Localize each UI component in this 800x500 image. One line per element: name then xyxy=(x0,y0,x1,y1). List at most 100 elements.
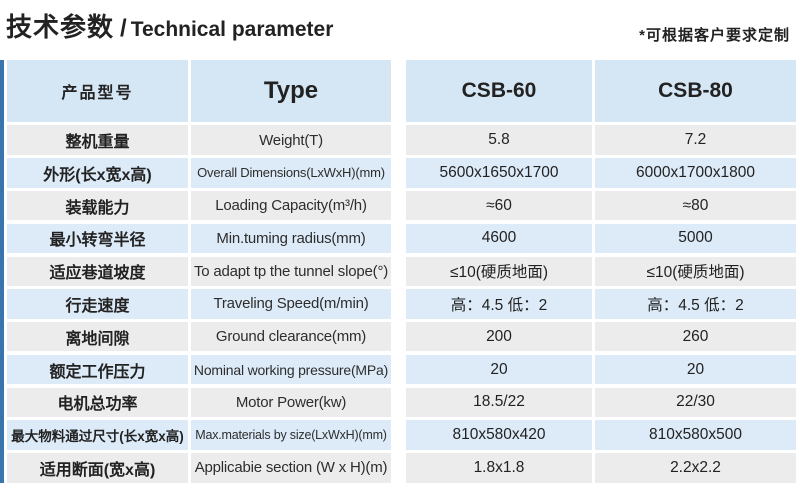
row-label-zh: 最小转弯半径 xyxy=(7,223,188,254)
header-csb60-text: CSB-60 xyxy=(461,79,537,102)
row-value-csb80-text: ≤10(硬质地面) xyxy=(646,264,745,282)
row-value-csb60-text: 4600 xyxy=(481,229,517,247)
row-label-zh-text: 适应巷道坡度 xyxy=(49,265,146,283)
row-label-zh: 最大物料通过尺寸(长x宽x高) xyxy=(7,420,188,450)
row-label-en: Ground clearance(mm) xyxy=(191,322,391,352)
column-gap xyxy=(394,322,403,351)
row-value-csb80: 高：4.5 低：2 xyxy=(595,289,796,319)
row-value-csb60-text: 高：4.5 低：2 xyxy=(450,296,548,314)
column-gap xyxy=(394,420,403,449)
row-value-csb60: 5600x1650x1700 xyxy=(406,158,592,188)
column-gap xyxy=(394,125,403,154)
row-value-csb60-text: 810x580x420 xyxy=(452,426,546,444)
column-gap xyxy=(394,60,403,122)
row-label-zh: 整机重量 xyxy=(7,125,188,155)
row-label-en: Applicabie section (W x H)(m) xyxy=(191,453,391,483)
row-value-csb60-text: ≈60 xyxy=(486,196,512,214)
header-csb60: CSB-60 xyxy=(406,60,592,122)
row-value-csb80: ≤10(硬质地面) xyxy=(595,256,796,286)
row-label-zh: 离地间隙 xyxy=(7,322,188,352)
row-label-zh: 行走速度 xyxy=(7,289,188,319)
column-gap xyxy=(394,453,403,482)
header-csb80-text: CSB-80 xyxy=(658,79,733,102)
row-value-csb60-text: 1.8x1.8 xyxy=(473,458,525,476)
row-label-zh-text: 装载能力 xyxy=(65,199,130,217)
row-label-en: Overall Dimensions(LxWxH)(mm) xyxy=(191,158,391,188)
row-label-zh: 适应巷道坡度 xyxy=(7,256,188,286)
row-label-zh-text: 额定工作压力 xyxy=(49,363,146,381)
header-csb80: CSB-80 xyxy=(595,60,796,122)
row-label-en-text: To adapt tp the tunnel slope(°) xyxy=(193,262,389,280)
row-label-en: Max.materials by size(LxWxH)(mm) xyxy=(191,420,391,450)
row-value-csb60: 18.5/22 xyxy=(406,387,592,418)
row-value-csb60-text: 20 xyxy=(490,360,508,378)
row-label-en-text: Loading Capacity(m³/h) xyxy=(215,197,367,215)
row-value-csb80-text: 20 xyxy=(686,360,705,378)
spec-table: 产品型号 Type CSB-60 CSB-80 整机重量 Weight(T) 5.8 7.2 外… xyxy=(0,60,800,483)
row-label-zh-text: 最大物料通过尺寸(长x宽x高) xyxy=(11,429,184,445)
row-label-zh-text: 电机总功率 xyxy=(57,396,138,414)
row-label-en-text: Min.tuming radius(mm) xyxy=(216,229,366,247)
page-header: 技术参数 / Technical parameter *可根据客户要求定制 xyxy=(0,0,800,48)
column-gap xyxy=(394,224,403,253)
technical-parameter-sheet: 技术参数 / Technical parameter *可根据客户要求定制 产品型号… xyxy=(0,0,800,483)
row-value-csb80: 810x580x500 xyxy=(595,420,796,450)
row-value-csb80: 6000x1700x1800 xyxy=(595,158,796,188)
title-chinese: 技术参数 xyxy=(6,12,115,42)
row-value-csb60: 高：4.5 低：2 xyxy=(406,289,592,319)
row-label-en-text: Applicabie section (W x H)(m) xyxy=(194,459,388,477)
row-value-csb60-text: 18.5/22 xyxy=(473,393,525,411)
header-product-model-text: 产品型号 xyxy=(61,85,134,102)
row-value-csb60: ≈60 xyxy=(406,190,592,221)
row-label-zh: 额定工作压力 xyxy=(7,354,188,385)
row-value-csb60-text: 5.8 xyxy=(488,131,510,149)
row-value-csb60: 20 xyxy=(406,354,592,385)
customization-note: *可根据客户要求定制 xyxy=(639,27,790,44)
row-value-csb60: 810x580x420 xyxy=(406,420,592,450)
row-value-csb80-text: 高：4.5 低：2 xyxy=(647,296,744,314)
column-gap xyxy=(394,289,403,318)
header-type: Type xyxy=(191,60,391,122)
header-product-model: 产品型号 xyxy=(7,60,188,122)
row-value-csb80: 22/30 xyxy=(595,387,796,418)
row-value-csb80-text: 22/30 xyxy=(676,393,715,411)
row-label-en: Motor Power(kw) xyxy=(191,387,391,418)
column-gap xyxy=(394,257,403,286)
row-label-en-text: Motor Power(kw) xyxy=(235,393,347,411)
row-value-csb60: 1.8x1.8 xyxy=(406,453,592,483)
row-label-en-text: Traveling Speed(m/min) xyxy=(213,295,369,313)
row-value-csb80: 7.2 xyxy=(595,125,796,155)
column-gap xyxy=(394,158,403,187)
row-label-zh-text: 适用断面(宽x高) xyxy=(39,461,156,479)
row-label-en-text: Max.materials by size(LxWxH)(mm) xyxy=(195,428,387,443)
row-value-csb80-text: 260 xyxy=(682,327,709,345)
row-label-zh-text: 离地间隙 xyxy=(65,330,130,348)
row-label-zh-text: 整机重量 xyxy=(65,134,130,152)
row-value-csb60: ≤10(硬质地面) xyxy=(406,256,592,286)
row-label-zh-text: 最小转弯半径 xyxy=(49,232,146,250)
row-value-csb80: 20 xyxy=(595,354,796,385)
row-label-zh-text: 外形(长x宽x高) xyxy=(43,166,152,184)
row-label-en: Loading Capacity(m³/h) xyxy=(191,190,391,221)
row-value-csb60: 4600 xyxy=(406,223,592,254)
row-value-csb80-text: 7.2 xyxy=(684,131,707,149)
row-label-en-text: Weight(T) xyxy=(259,131,323,149)
row-value-csb80: 2.2x2.2 xyxy=(595,453,796,483)
header-type-text: Type xyxy=(263,77,319,104)
row-label-zh: 适用断面(宽x高) xyxy=(7,453,188,483)
row-value-csb80: 260 xyxy=(595,322,796,352)
row-value-csb80: ≈80 xyxy=(595,190,796,221)
title-separator: / xyxy=(120,15,127,42)
row-label-en-text: Nominal working pressure(MPa) xyxy=(193,361,389,378)
row-value-csb80-text: 5000 xyxy=(678,229,713,247)
left-accent-bar xyxy=(0,60,4,483)
row-value-csb60-text: 200 xyxy=(486,327,512,345)
row-value-csb80-text: 2.2x2.2 xyxy=(670,458,721,476)
spec-table-grid: 产品型号 Type CSB-60 CSB-80 整机重量 Weight(T) 5.8 7.2 外… xyxy=(7,60,800,483)
row-label-en-text: Ground clearance(mm) xyxy=(215,328,367,346)
row-label-en: Weight(T) xyxy=(191,125,391,155)
row-value-csb80-text: 6000x1700x1800 xyxy=(636,163,755,181)
column-gap xyxy=(394,191,403,220)
row-label-en: To adapt tp the tunnel slope(°) xyxy=(191,256,391,286)
row-value-csb60: 200 xyxy=(406,322,592,352)
